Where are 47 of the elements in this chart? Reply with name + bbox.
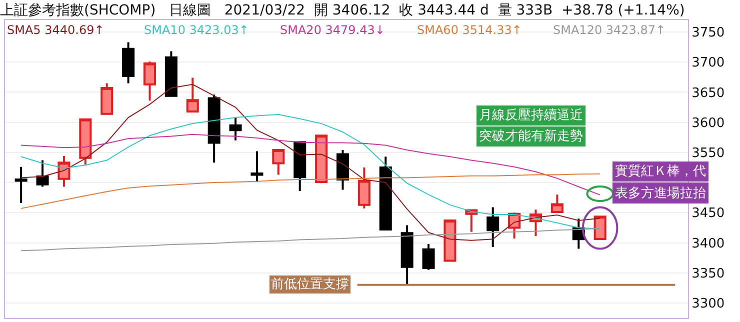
candlestick — [294, 141, 306, 192]
annotation: 月線反壓持續逼近 — [479, 108, 583, 123]
candlestick — [164, 50, 178, 97]
line-series — [20, 84, 601, 241]
candlestick — [379, 156, 392, 230]
candlestick — [315, 134, 328, 184]
candlestick — [550, 194, 564, 214]
candlestick — [250, 150, 264, 183]
candlestick — [14, 166, 28, 204]
text: SMA60 3514.33↑ — [417, 23, 522, 37]
ref-line-label: 前低位置支撐 — [271, 277, 349, 292]
candlestick — [100, 82, 114, 115]
y-tick-label: 3650 — [692, 86, 725, 101]
candlestick — [336, 149, 349, 191]
annotation: 突破才能有新走勢 — [479, 129, 583, 144]
candlestick — [400, 224, 414, 286]
y-tick-label: 3450 — [692, 206, 725, 222]
candlestick — [358, 166, 370, 210]
candlestick — [79, 118, 92, 166]
y-tick-label: 3550 — [692, 146, 725, 161]
candlestick — [122, 41, 135, 84]
candlestick — [143, 60, 156, 102]
y-tick-label: 3400 — [692, 236, 725, 252]
y-tick-label: 3350 — [692, 266, 725, 282]
candlestick — [208, 94, 220, 164]
text: 實質紅Ｋ棒，代 — [615, 164, 706, 179]
candlestick — [58, 155, 70, 188]
y-tick-label: 3300 — [692, 296, 725, 312]
candlestick — [465, 209, 478, 233]
text: SMA10 3423.03↑ — [144, 23, 249, 37]
text: SMA120 3423.87↑ — [553, 23, 666, 37]
candlestick — [594, 215, 606, 241]
text: 表多方進場拉抬 — [615, 185, 706, 201]
text: SMA5 3440.69↑ — [7, 23, 104, 37]
candlestick — [272, 148, 285, 176]
candlestick — [186, 76, 199, 113]
candlestick — [229, 116, 242, 142]
candlestick — [422, 242, 435, 271]
text: SMA20 3479.43↓ — [280, 23, 385, 37]
line-series — [20, 173, 601, 209]
candlestick — [486, 206, 500, 248]
candlestick — [36, 159, 49, 188]
candlestick — [444, 219, 456, 262]
y-tick-label: 3600 — [692, 116, 725, 131]
y-tick-label: 3750 — [692, 26, 725, 41]
y-tick-label: 3700 — [692, 56, 725, 71]
chart-title: 上証參考指數(SHCOMP) 日線圖 2021/03/22 開 3406.12 收 3443.44 d 量 333B +38.78 (+1.14%) — [0, 2, 685, 19]
